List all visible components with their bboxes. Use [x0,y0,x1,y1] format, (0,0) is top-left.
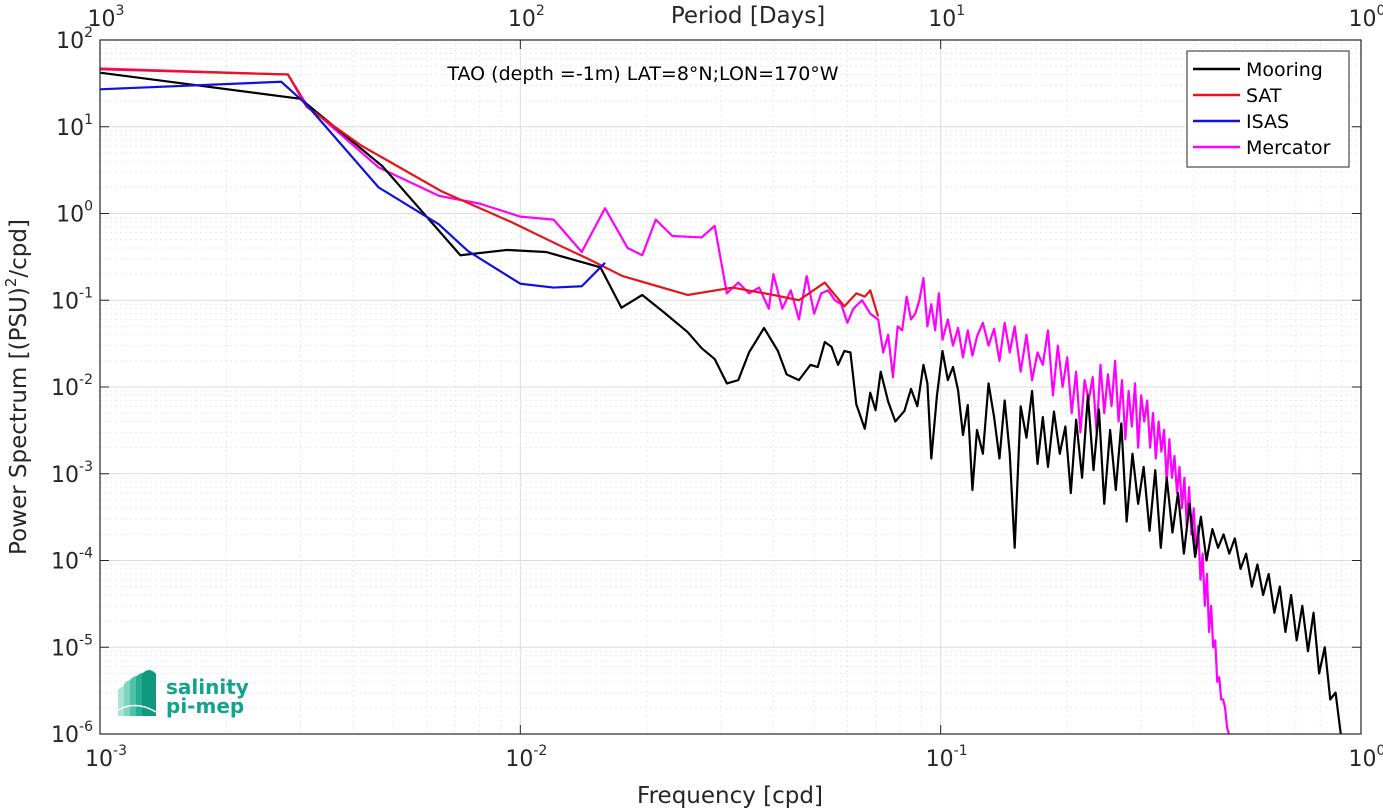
y-tick-label: 10-2 [51,372,93,401]
y-tick-label: 10-4 [51,546,93,575]
top-tick-label: 102 [508,3,545,32]
y-tick-label: 10-3 [51,459,93,488]
y-tick-label: 10-5 [51,632,93,661]
top-tick-label: 101 [928,3,965,32]
legend-label-sat: SAT [1246,85,1282,107]
x-tick-label: 10-3 [85,743,127,772]
y-tick-label: 10-1 [51,285,93,314]
series-line-mercator [99,67,1230,735]
series-line-isas [99,80,606,289]
y-axis-label: Power Spectrum [(PSU)2/cpd] [2,219,32,555]
legend-label-mercator: Mercator [1246,137,1331,159]
y-tick-label: 102 [56,25,93,54]
legend: Mooring SAT ISAS Mercator [1186,50,1350,168]
logo-text-salinity: salinity [166,675,249,699]
top-axis-label: Period [Days] [671,3,825,29]
x-tick-label: 10-2 [505,743,547,772]
logo-text-pimep: pi-mep [166,694,244,718]
salinity-pimep-logo: salinity pi-mep [117,670,249,718]
series-line-mooring [99,71,1342,735]
x-tick-label: 100 [1349,743,1383,772]
logo-icon [117,670,157,716]
top-tick-label: 103 [88,3,125,32]
y-tick-label: 101 [56,112,93,141]
legend-label-mooring: Mooring [1246,59,1323,81]
y-tick-label: 100 [56,199,93,228]
chart-title: TAO (depth =-1m) LAT=8°N;LON=170°W [446,63,838,85]
x-axis-label: Frequency [cpd] [637,783,823,809]
series-layer [99,67,1342,735]
y-tick-label: 10-6 [51,719,93,748]
top-tick-label: 100 [1349,3,1383,32]
series-line-sat [99,68,880,317]
x-tick-label: 10-1 [926,743,968,772]
legend-label-isas: ISAS [1246,111,1289,133]
grid-lines [99,40,1361,735]
tick-marks [99,39,1362,735]
